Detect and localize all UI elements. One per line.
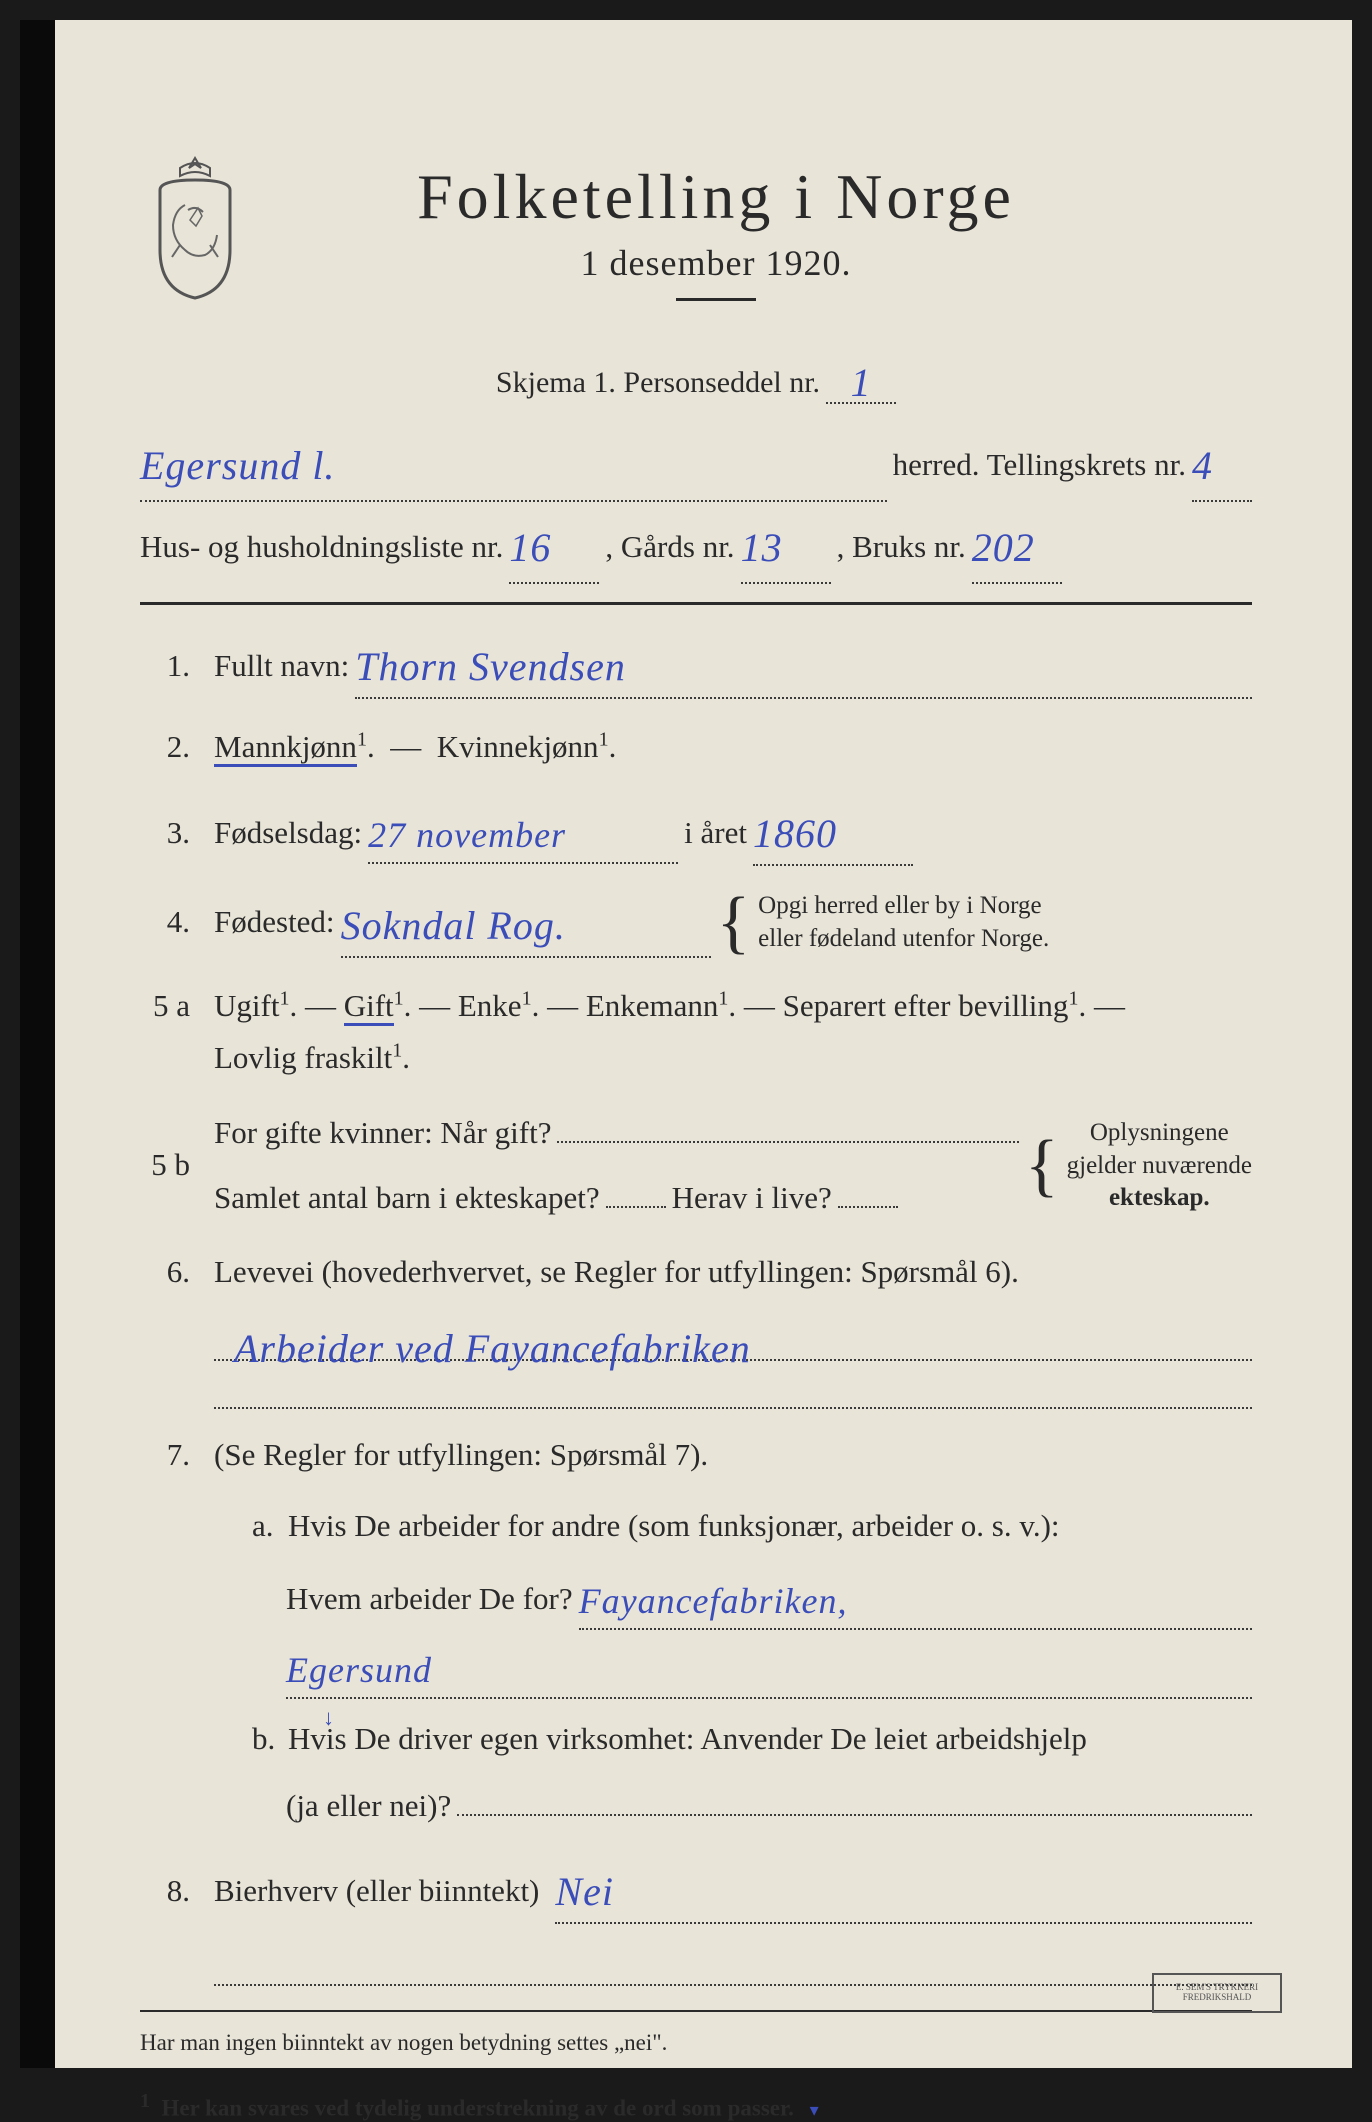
gards-nr: 13 [741, 525, 783, 570]
q2-kvinne: Kvinnekjønn [437, 729, 599, 764]
footer-note: Har man ingen biinntekt av nogen betydni… [140, 2030, 1252, 2056]
q4-note: { Opgi herred eller by i Norge eller fød… [717, 890, 1050, 955]
title-block: Folketelling i Norge 1 desember 1920. [280, 160, 1252, 325]
q5a-gift: Gift [344, 988, 394, 1026]
q7b-label: b. [252, 1713, 282, 1766]
bruks-label: , Bruks nr. [837, 518, 966, 577]
census-form-page: Folketelling i Norge 1 desember 1920. Sk… [20, 20, 1352, 2068]
subtitle: 1 desember 1920. [280, 242, 1152, 284]
q5a-enkemann: Enkemann [586, 988, 719, 1023]
hus-label: Hus- og husholdningsliste nr. [140, 518, 503, 577]
q1: 1. Fullt navn: Thorn Svendsen [140, 629, 1252, 699]
q8-label: Bierhverv (eller biinntekt) [214, 1865, 539, 1918]
q1-value: Thorn Svendsen [355, 644, 626, 689]
q5a-ugift: Ugift [214, 988, 279, 1023]
gards-label: , Gårds nr. [605, 518, 734, 577]
q5a: 5 a Ugift1. — Gift1. — Enke1. — Enkemann… [140, 980, 1252, 1085]
q5b-l1: For gifte kvinner: Når gift? [214, 1107, 551, 1160]
q7a-t1: Hvis De arbeider for andre (som funksjon… [288, 1500, 1060, 1553]
q3-year: 1860 [753, 811, 837, 856]
q5a-enke: Enke [458, 988, 522, 1023]
skjema-line: Skjema 1. Personseddel nr. 1 [140, 355, 1252, 404]
q6-label: Levevei (hovederhvervet, se Regler for u… [214, 1254, 1019, 1289]
q3-label: Fødselsdag: [214, 807, 362, 860]
q8: 8. Bierhverv (eller biinntekt) Nei [140, 1854, 1252, 1924]
q8-fill [214, 1946, 1252, 1986]
arrow-mark: ↓ [323, 1699, 334, 1736]
header: Folketelling i Norge 1 desember 1920. [140, 160, 1252, 325]
q7a-t2: Hvem arbeider De for? [286, 1573, 573, 1626]
q4-label: Fødested: [214, 896, 335, 949]
small-mark: ▾ [810, 2100, 819, 2120]
q2-mann: Mannkjønn [214, 729, 357, 767]
q3: 3. Fødselsdag: 27 november i året 1860 [140, 796, 1252, 866]
q7a-label: a. [252, 1500, 282, 1553]
q6-value: Arbeider ved Fayancefabriken [234, 1325, 751, 1363]
q1-label: Fullt navn: [214, 640, 349, 693]
hus-line: Hus- og husholdningsliste nr. 16 , Gårds… [140, 506, 1252, 584]
q5b: 5 b For gifte kvinner: Når gift? Samlet … [140, 1107, 1252, 1224]
q7b-t2: (ja eller nei)? [286, 1780, 451, 1833]
q3-mid: i året [684, 807, 747, 860]
q7b-t1: Hvis De driver egen virksomhet: Anvender… [288, 1721, 1087, 1756]
q6-fill-2 [214, 1369, 1252, 1409]
q7a-value: Fayancefabriken, [579, 1581, 848, 1621]
title-rule [676, 298, 756, 301]
q8-value: Nei [555, 1869, 614, 1914]
hus-nr: 16 [509, 525, 551, 570]
q7a-value2: Egersund [286, 1650, 432, 1690]
divider-2 [140, 2010, 1252, 2012]
herred-label: herred. Tellingskrets nr. [893, 436, 1186, 495]
bruks-nr: 202 [972, 525, 1035, 570]
q5b-l2a: Samlet antal barn i ekteskapet? [214, 1172, 600, 1225]
q5b-l2b: Herav i live? [672, 1172, 832, 1225]
herred-line: Egersund l. herred. Tellingskrets nr. 4 [140, 424, 1252, 502]
q5a-fraskilt: Lovlig fraskilt [214, 1040, 392, 1075]
q5a-separert: Separert efter bevilling [783, 988, 1069, 1023]
q6: 6. Levevei (hovederhvervet, se Regler fo… [140, 1246, 1252, 1299]
q2: 2. Mannkjønn1. — Kvinnekjønn1. [140, 721, 1252, 774]
krets-nr: 4 [1192, 443, 1213, 488]
q6-fill: Arbeider ved Fayancefabriken [214, 1321, 1252, 1361]
personseddel-nr: 1 [851, 360, 872, 405]
coat-of-arms-icon [140, 150, 250, 300]
q7-intro: (Se Regler for utfyllingen: Spørsmål 7). [214, 1437, 708, 1472]
divider-1 [140, 602, 1252, 605]
footnote-text: Her kan svares ved tydelig understreknin… [162, 2096, 794, 2121]
q4: 4. Fødested: Sokndal Rog. { Opgi herred … [140, 888, 1252, 958]
main-title: Folketelling i Norge [280, 160, 1152, 234]
q7: 7. (Se Regler for utfyllingen: Spørsmål … [140, 1429, 1252, 1832]
q4-value: Sokndal Rog. [341, 903, 566, 948]
skjema-label: Skjema 1. Personseddel nr. [496, 366, 820, 400]
printer-stamp: E. SEM'S TRYKKERI FREDRIKSHALD [1152, 1973, 1282, 2013]
herred-value: Egersund l. [140, 443, 335, 488]
q3-day: 27 november [368, 815, 566, 855]
footnote-1: 1 Her kan svares ved tydelig understrekn… [140, 2090, 1252, 2122]
q5b-note: { Oplysningene gjelder nuværende ekteska… [1025, 1117, 1252, 1215]
